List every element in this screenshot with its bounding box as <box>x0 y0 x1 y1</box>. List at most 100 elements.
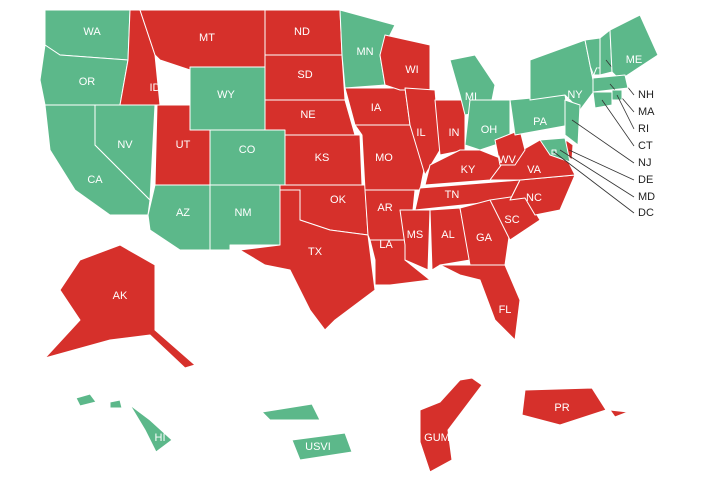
region: WA <box>44 9 131 61</box>
region-label: AR <box>377 202 392 214</box>
region: LA <box>369 239 431 286</box>
region: NV <box>94 104 156 201</box>
leader-line <box>559 149 635 198</box>
region-label: LA <box>379 239 393 251</box>
region-label: IL <box>416 127 425 139</box>
region: GA <box>459 199 511 266</box>
region-label: AZ <box>176 207 190 219</box>
region-label: USVI <box>305 441 331 453</box>
region-label: DC <box>638 207 654 219</box>
region: IN <box>434 99 466 156</box>
region: AK <box>44 244 196 369</box>
region: IL <box>404 87 441 176</box>
region-shape <box>75 393 97 407</box>
region-label: MA <box>638 106 655 118</box>
region-label: KS <box>315 152 330 164</box>
region-shape <box>419 377 483 473</box>
region-shape <box>592 91 613 109</box>
region-label: SC <box>504 214 519 226</box>
region-label: HI <box>155 432 166 444</box>
region-shape <box>564 99 581 146</box>
region: MO <box>354 124 426 191</box>
leader-line <box>568 149 635 181</box>
region-label: ME <box>626 54 643 66</box>
region-label: PA <box>533 116 548 128</box>
region-label: IN <box>449 127 460 139</box>
region-shape <box>379 34 431 91</box>
region-shape <box>459 199 511 266</box>
region-label: WI <box>405 64 418 76</box>
region: OH <box>464 99 511 151</box>
region-shape <box>261 403 321 421</box>
region-label: MT <box>199 32 215 44</box>
region-shape <box>239 189 376 331</box>
region-shape <box>429 207 471 271</box>
region-label: WY <box>217 89 235 101</box>
region-label: ND <box>294 26 310 38</box>
region-label: NY <box>567 89 583 101</box>
region-shape <box>439 264 521 341</box>
region-label: IA <box>371 102 382 114</box>
region-shape <box>129 404 173 453</box>
region-label: TX <box>308 246 323 258</box>
region: MT <box>139 9 266 71</box>
region-shape <box>44 244 196 369</box>
region: WY <box>189 66 266 131</box>
region: NJ <box>564 99 651 169</box>
leader-line <box>616 94 635 130</box>
leader-line <box>571 119 635 164</box>
region: NH <box>599 29 654 101</box>
region-label: NE <box>300 109 315 121</box>
region: FL <box>439 264 521 341</box>
region: CO <box>209 129 286 186</box>
region-label: RI <box>638 123 649 135</box>
region-shape <box>464 99 511 151</box>
region: KS <box>284 134 363 186</box>
region-label: AK <box>113 290 128 302</box>
region-label: OK <box>330 194 347 206</box>
region-label: KY <box>461 164 476 176</box>
region-label: CT <box>638 140 653 152</box>
region-shape <box>609 409 629 418</box>
region-shape <box>399 209 431 271</box>
region-label: VA <box>527 164 542 176</box>
region-shape <box>592 74 629 93</box>
region: WI <box>379 34 431 91</box>
region-label: WV <box>498 154 516 166</box>
region: ND <box>264 9 343 56</box>
region-shape <box>521 387 607 426</box>
region: TX <box>239 189 376 331</box>
region-label: FL <box>499 304 512 316</box>
region-label: GUM <box>424 432 450 444</box>
region-label: PR <box>554 402 569 414</box>
region-label: SD <box>297 69 312 81</box>
region-label: GA <box>476 232 493 244</box>
region: USVI <box>261 403 353 461</box>
region-label: TN <box>445 189 460 201</box>
region-label: AL <box>441 229 454 241</box>
region-label: MO <box>375 152 393 164</box>
region: MS <box>399 209 431 271</box>
region: PR <box>521 387 629 426</box>
region: PA <box>509 94 571 136</box>
region-label: MN <box>356 46 373 58</box>
region: OR <box>39 44 129 106</box>
region-shape <box>209 129 286 186</box>
region-shape <box>109 399 123 409</box>
region-label: NM <box>234 207 251 219</box>
region: HI <box>75 393 173 453</box>
region: GUM <box>419 377 483 473</box>
region: IA <box>344 87 411 126</box>
region-label: UT <box>176 139 191 151</box>
region-label: ID <box>150 82 161 94</box>
region-shape <box>291 432 353 461</box>
region-label: OR <box>79 76 96 88</box>
region: CT <box>592 91 653 152</box>
region: AL <box>429 207 471 271</box>
region-label: MS <box>407 229 424 241</box>
region-shape <box>404 87 441 176</box>
region-label: NC <box>526 192 542 204</box>
region: NM <box>209 184 281 251</box>
region: AZ <box>147 184 211 251</box>
